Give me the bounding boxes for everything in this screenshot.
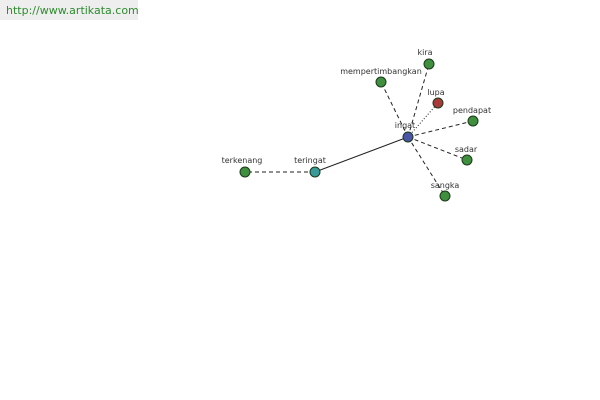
node-label: lupa bbox=[427, 88, 444, 97]
node bbox=[467, 115, 479, 127]
node-label: terkenang bbox=[222, 156, 263, 165]
edge bbox=[407, 63, 430, 138]
node-label: pendapat bbox=[453, 106, 491, 115]
edge bbox=[407, 120, 474, 138]
node bbox=[439, 190, 451, 202]
node bbox=[402, 131, 414, 143]
site-url[interactable]: http://www.artikata.com bbox=[0, 0, 139, 20]
node bbox=[239, 166, 251, 178]
node-label: sadar bbox=[455, 145, 478, 154]
node-label: mempertimbangkan bbox=[340, 67, 422, 76]
node-label: teringat bbox=[294, 156, 326, 165]
node bbox=[309, 166, 321, 178]
edge bbox=[380, 81, 409, 138]
node-label: sangka bbox=[431, 181, 460, 190]
edge bbox=[407, 136, 468, 161]
edge bbox=[407, 136, 446, 197]
edge bbox=[314, 136, 409, 173]
node bbox=[423, 58, 435, 70]
node bbox=[375, 76, 387, 88]
node-label: ingat bbox=[395, 121, 415, 130]
node bbox=[432, 97, 444, 109]
node-label: kira bbox=[417, 48, 432, 57]
node bbox=[461, 154, 473, 166]
